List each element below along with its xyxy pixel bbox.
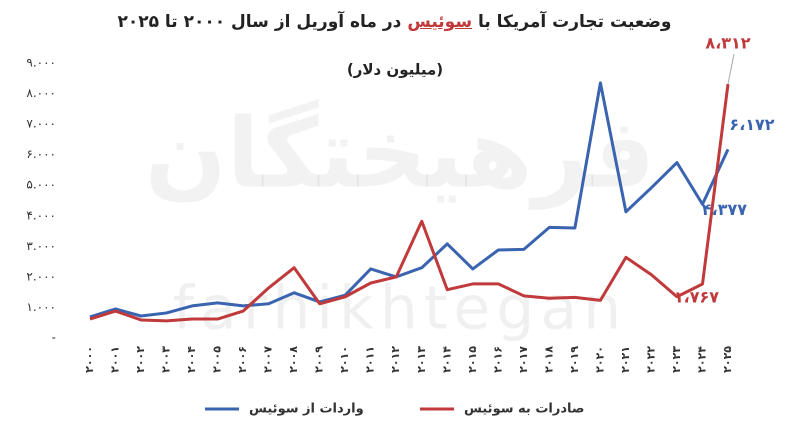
data-label: ۱،۷۶۷ xyxy=(674,288,719,307)
x-tick-label: ۲۰۰۳ xyxy=(160,346,173,373)
chart-title: وضعیت تجارت آمریکا با سوئیس در ماه آوریل… xyxy=(0,12,789,32)
x-tick-label: ۲۰۲۴ xyxy=(695,346,708,373)
title-part: در ماه آوریل از سال ۲۰۰۰ تا ۲۰۲۵ xyxy=(117,12,402,32)
x-tick-label: ۲۰۲۲ xyxy=(644,346,657,373)
x-tick-label: ۲۰۰۵ xyxy=(211,346,224,373)
y-tick-label: ۴.۰۰۰ xyxy=(26,208,56,222)
y-tick-label: ۷.۰۰۰ xyxy=(26,117,56,131)
x-tick-label: ۲۰۰۴ xyxy=(185,346,198,373)
watermark: farhikhtegan xyxy=(173,274,627,344)
x-tick-label: ۲۰۱۴ xyxy=(440,346,453,373)
y-tick-label: ۳.۰۰۰ xyxy=(26,239,56,253)
watermark: فرهیختگان xyxy=(145,97,656,209)
x-tick-label: ۲۰۲۱ xyxy=(619,346,632,373)
y-tick-label: ۱.۰۰۰ xyxy=(26,300,56,314)
x-tick-label: ۲۰۱۷ xyxy=(517,346,530,373)
series-line xyxy=(89,81,730,319)
x-tick-label: ۲۰۱۶ xyxy=(491,346,504,373)
x-tick-label: ۲۰۱۲ xyxy=(389,346,402,373)
x-tick-label: ۲۰۰۸ xyxy=(287,346,300,373)
x-tick-label: ۲۰۰۰ xyxy=(83,346,96,373)
data-label: ۸،۳۱۲ xyxy=(705,34,750,53)
y-tick-label: ۸.۰۰۰ xyxy=(26,86,56,100)
title-part: وضعیت تجارت آمریکا با xyxy=(477,12,672,32)
y-tick-label: ۵.۰۰۰ xyxy=(26,178,56,192)
x-tick-label: ۲۰۱۱ xyxy=(364,346,377,373)
y-tick-label: ۶.۰۰۰ xyxy=(26,147,56,161)
y-tick-label: - xyxy=(52,331,56,345)
label-leader xyxy=(727,53,735,85)
x-tick-label: ۲۰۲۰ xyxy=(593,346,606,373)
data-label: ۶،۱۷۲ xyxy=(729,115,774,134)
x-tick-label: ۲۰۱۸ xyxy=(542,346,555,373)
y-tick-label: ۹.۰۰۰ xyxy=(26,56,56,70)
x-tick-label: ۲۰۱۰ xyxy=(338,346,351,373)
x-tick-label: ۲۰۲۵ xyxy=(721,346,734,373)
x-tick-label: ۲۰۱۹ xyxy=(568,346,581,373)
legend-label: صادرات به سوئیس xyxy=(464,402,584,417)
x-tick-label: ۲۰۰۱ xyxy=(109,346,122,373)
chart-subtitle: (میلیون دلار) xyxy=(347,61,443,79)
x-tick-label: ۲۰۰۶ xyxy=(236,346,249,373)
title-highlight: سوئیس xyxy=(407,12,473,32)
x-tick-label: ۲۰۰۷ xyxy=(262,346,275,373)
x-tick-label: ۲۰۰۹ xyxy=(313,346,326,373)
x-tick-label: ۲۰۱۵ xyxy=(466,346,479,373)
x-tick-label: ۲۰۲۳ xyxy=(670,346,683,373)
data-label: ۴،۳۷۷ xyxy=(702,200,747,219)
x-tick-label: ۲۰۱۳ xyxy=(415,346,428,373)
legend-label: واردات از سوئیس xyxy=(249,402,364,417)
y-tick-label: ۲.۰۰۰ xyxy=(26,269,56,283)
series-line xyxy=(89,83,730,323)
x-tick-label: ۲۰۰۲ xyxy=(134,346,147,373)
